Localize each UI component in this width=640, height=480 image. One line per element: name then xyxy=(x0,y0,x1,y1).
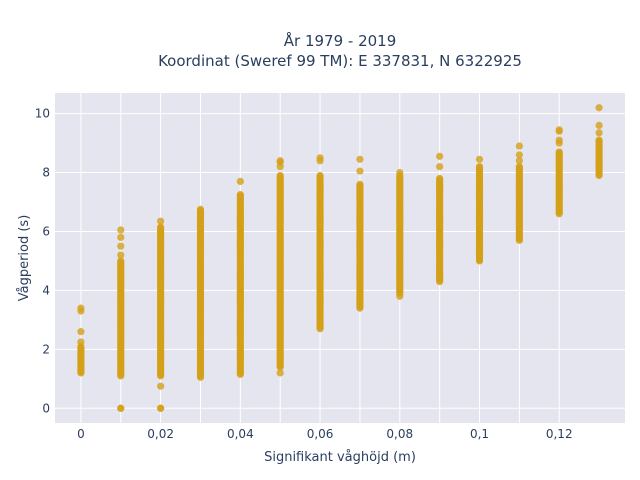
data-point xyxy=(396,168,404,177)
x-tick-label: 0,08 xyxy=(386,427,413,441)
data-point xyxy=(396,292,404,300)
data-point xyxy=(196,205,205,213)
data-point xyxy=(236,177,244,185)
data-point xyxy=(436,152,444,160)
data-point xyxy=(436,163,444,171)
x-tick-label: 0,12 xyxy=(546,427,573,441)
x-tick-label: 0,1 xyxy=(470,427,489,441)
data-point xyxy=(117,226,125,234)
data-point xyxy=(555,148,563,156)
data-point xyxy=(515,151,523,159)
data-point xyxy=(276,369,284,377)
data-point xyxy=(117,257,125,265)
data-point xyxy=(157,217,165,225)
data-point xyxy=(515,157,523,165)
x-axis-title: Signifikant våghöjd (m) xyxy=(264,450,416,465)
data-point xyxy=(595,121,603,130)
y-tick-label: 8 xyxy=(42,166,50,180)
y-tick-label: 0 xyxy=(42,401,50,415)
x-tick-label: 0,02 xyxy=(147,427,174,441)
data-point xyxy=(157,404,165,412)
data-point xyxy=(356,180,364,188)
data-point xyxy=(475,163,484,171)
data-point xyxy=(77,328,85,336)
data-point xyxy=(77,338,85,346)
data-point xyxy=(117,233,125,241)
data-point xyxy=(436,174,444,183)
y-grid xyxy=(55,113,625,409)
data-point xyxy=(555,136,563,144)
data-point xyxy=(555,126,563,134)
data-point xyxy=(276,157,284,165)
data-point xyxy=(77,304,85,312)
y-tick-label: 6 xyxy=(42,224,50,238)
data-point xyxy=(475,155,484,163)
data-point xyxy=(316,154,324,162)
data-point xyxy=(276,171,284,180)
y-tick-label: 2 xyxy=(42,342,50,356)
data-point xyxy=(157,223,165,231)
data-point xyxy=(316,171,324,180)
data-point xyxy=(157,382,165,390)
y-tick-label: 10 xyxy=(35,107,50,121)
y-tick-labels: 0 2 4 6 8 10 xyxy=(35,107,50,416)
x-tick-labels: 0 0,02 0,04 0,06 0,08 0,1 0,12 xyxy=(77,427,573,441)
x-tick-label: 0 xyxy=(77,427,85,441)
data-point xyxy=(236,191,244,199)
x-tick-label: 0,04 xyxy=(227,427,254,441)
data-point xyxy=(356,155,364,163)
data-point xyxy=(595,104,603,112)
data-point xyxy=(117,242,125,250)
data-point xyxy=(595,136,603,144)
data-point xyxy=(356,167,364,175)
chart-title-line1: År 1979 - 2019 xyxy=(284,31,397,50)
data-point xyxy=(117,251,125,259)
data-point xyxy=(515,142,523,150)
y-axis-title: Vågperiod (s) xyxy=(17,215,32,302)
plot-area xyxy=(55,93,625,423)
data-point xyxy=(515,163,523,171)
data-point xyxy=(595,129,603,137)
y-tick-label: 4 xyxy=(42,283,50,297)
data-point xyxy=(117,404,125,412)
data-points xyxy=(77,104,603,412)
x-tick-label: 0,06 xyxy=(307,427,334,441)
chart-title-line2: Koordinat (Sweref 99 TM): E 337831, N 63… xyxy=(158,52,522,70)
